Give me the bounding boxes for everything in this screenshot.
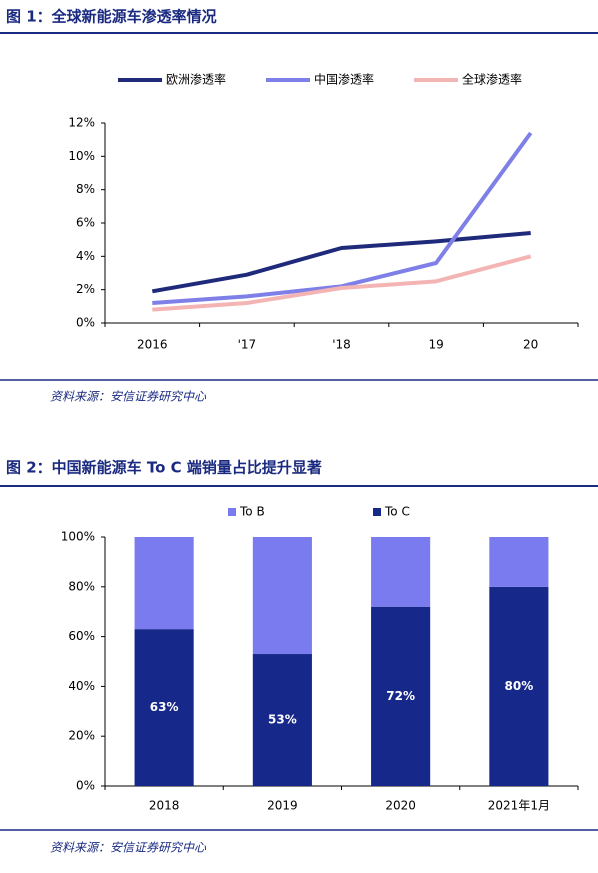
bar-segment	[134, 537, 194, 630]
x-tick-label: 19	[428, 338, 443, 352]
data-label: 72%	[386, 689, 415, 703]
legend-swatch	[373, 508, 381, 516]
bar-segment	[489, 537, 549, 587]
y-tick-label: 80%	[68, 579, 95, 593]
y-tick-label: 2%	[76, 282, 95, 296]
legend-swatch	[228, 508, 236, 516]
bar-segment	[371, 606, 431, 786]
x-tick-label: 2021年1月	[488, 799, 550, 813]
y-tick-label: 6%	[76, 216, 95, 230]
legend-label: To C	[384, 505, 410, 519]
x-tick-label: '18	[332, 338, 351, 352]
y-tick-label: 12%	[68, 116, 95, 130]
y-tick-label: 40%	[68, 679, 95, 693]
x-tick-label: 2019	[267, 799, 298, 813]
legend-label: 全球渗透率	[462, 72, 522, 87]
x-tick-label: 20	[523, 338, 538, 352]
bar-segment	[371, 537, 431, 607]
line-series	[151, 231, 531, 294]
y-tick-label: 4%	[76, 249, 95, 263]
chart-title: 图 2：中国新能源车 To C 端销量占比提升显著	[6, 459, 322, 477]
source: 资料来源：安信证券研究中心	[50, 390, 207, 404]
y-tick-label: 60%	[68, 629, 95, 643]
line-series	[152, 254, 532, 312]
legend-label: 中国渗透率	[314, 72, 374, 87]
y-tick-label: 0%	[76, 779, 95, 793]
x-tick-label: 2016	[137, 338, 168, 352]
y-tick-label: 10%	[68, 149, 95, 163]
bar-segment	[489, 586, 549, 786]
y-tick-label: 0%	[76, 316, 95, 330]
chart-title: 图 1：全球新能源车渗透率情况	[6, 8, 217, 26]
bar-segment	[134, 629, 194, 786]
bar-segment	[252, 537, 312, 655]
line-series	[152, 131, 533, 305]
x-tick-label: 2020	[385, 799, 416, 813]
data-label: 53%	[268, 713, 297, 727]
legend-label: 欧洲渗透率	[166, 72, 226, 87]
y-tick-label: 100%	[61, 530, 95, 544]
data-label: 80%	[505, 679, 534, 693]
source: 资料来源：安信证券研究中心	[50, 841, 207, 855]
bar-segment	[252, 654, 312, 786]
legend-label: To B	[239, 505, 265, 519]
y-tick-label: 8%	[76, 182, 95, 196]
x-tick-label: '17	[238, 338, 257, 352]
y-tick-label: 20%	[68, 729, 95, 743]
data-label: 63%	[150, 700, 179, 714]
x-tick-label: 2018	[149, 799, 180, 813]
